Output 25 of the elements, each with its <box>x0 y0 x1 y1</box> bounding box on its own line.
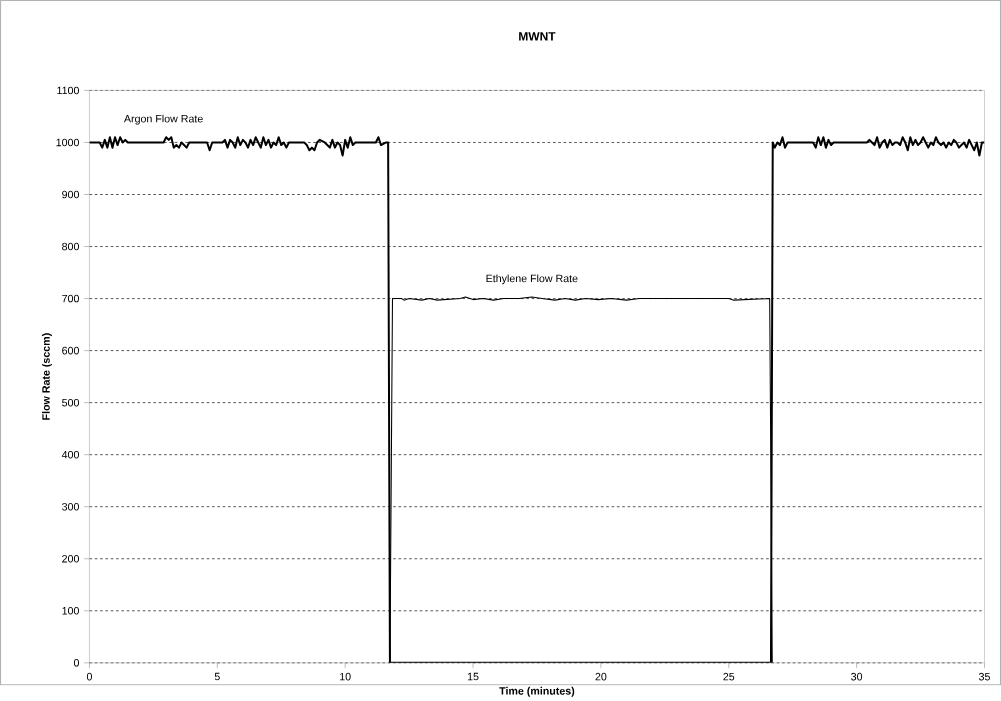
x-tick-label: 35 <box>978 672 990 681</box>
y-tick-label: 100 <box>62 606 79 615</box>
x-tick-label: 0 <box>86 672 92 681</box>
x-tick-label: 30 <box>851 672 863 681</box>
chart-title: MWNT <box>519 32 556 41</box>
x-tick-label: 10 <box>340 672 351 681</box>
x-tick-label: 20 <box>595 672 607 681</box>
x-tick-label: 25 <box>723 672 735 681</box>
y-tick-label: 500 <box>62 398 79 407</box>
y-tick-label: 700 <box>62 294 79 303</box>
y-tick-label: 200 <box>62 554 79 563</box>
y-tick-label: 300 <box>62 502 79 511</box>
y-tick-label: 1000 <box>56 138 79 147</box>
x-tick-label: 5 <box>214 672 220 681</box>
y-tick-label: 900 <box>62 190 79 199</box>
series-label: Ethylene Flow Rate <box>486 274 578 285</box>
y-tick-label: 1100 <box>57 86 79 95</box>
x-axis-title: Time (minutes) <box>499 686 575 697</box>
y-axis-title: Flow Rate (sccm) <box>41 333 52 420</box>
y-tick-label: 800 <box>62 242 79 251</box>
series-label: Argon Flow Rate <box>123 114 203 125</box>
y-tick-label: 600 <box>62 346 79 355</box>
y-tick-label: 400 <box>61 450 79 459</box>
x-tick-label: 15 <box>467 672 479 681</box>
y-tick-label: 0 <box>73 658 79 667</box>
